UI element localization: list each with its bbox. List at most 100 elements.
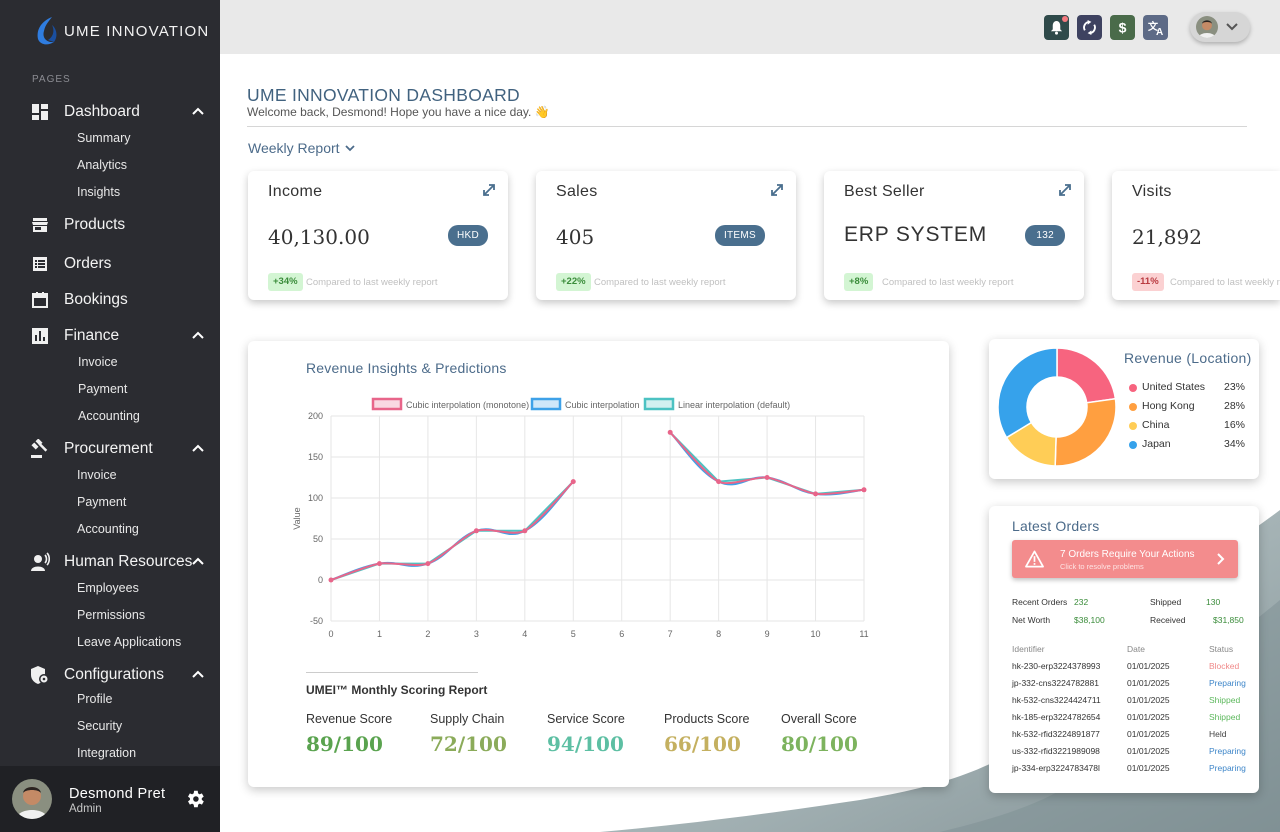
nav-procurement-payment[interactable]: Payment: [77, 495, 127, 509]
legend-dot: [1129, 422, 1137, 430]
order-status: Shipped: [1209, 712, 1241, 722]
legend-value: 16%: [1223, 419, 1245, 431]
nav-analytics[interactable]: Analytics: [77, 158, 128, 172]
sidebar: UME INNOVATION PAGES Dashboard Summary A…: [0, 0, 220, 832]
warning-icon: [1025, 550, 1044, 568]
nav-summary[interactable]: Summary: [77, 131, 131, 145]
svg-text:$: $: [1119, 20, 1127, 35]
nav-finance-payment[interactable]: Payment: [78, 382, 128, 396]
nav-profile[interactable]: Profile: [77, 692, 113, 706]
orders-alert-button[interactable]: 7 Orders Require Your Actions Click to r…: [1012, 540, 1238, 578]
svg-text:A: A: [1156, 27, 1163, 36]
y-tick-label: -50: [310, 616, 323, 626]
legend-label: Linear interpolation (default): [678, 400, 790, 410]
nav-finance-accounting[interactable]: Accounting: [78, 409, 140, 423]
data-point: [522, 528, 528, 534]
nav-configurations[interactable]: Configurations: [30, 663, 210, 687]
sync-icon: [1083, 20, 1096, 35]
kpi-value: 21,892: [1132, 225, 1202, 249]
chevron-up-icon[interactable]: [192, 443, 204, 455]
gear-icon[interactable]: [184, 788, 206, 810]
series-line: [330, 480, 574, 581]
y-tick-label: 0: [318, 575, 323, 585]
expand-icon[interactable]: [770, 183, 784, 197]
nav-dashboard[interactable]: Dashboard: [30, 100, 210, 124]
person-voice-icon: [30, 552, 50, 572]
chevron-up-icon[interactable]: [192, 669, 204, 681]
kpi-title: Best Seller: [844, 183, 925, 200]
nav-finance[interactable]: Finance: [30, 324, 210, 348]
nav-procurement-accounting[interactable]: Accounting: [77, 522, 139, 536]
avatar[interactable]: [12, 779, 52, 819]
legend-label: United States: [1142, 381, 1206, 393]
nav-finance-invoice[interactable]: Invoice: [78, 355, 118, 369]
notifications-button[interactable]: [1044, 15, 1069, 40]
order-date: 01/01/2025: [1127, 763, 1170, 773]
kpi-delta-badge: +34%: [268, 273, 303, 291]
legend-item: China 16%: [1129, 419, 1245, 433]
chevron-up-icon[interactable]: [192, 106, 204, 118]
chevron-up-icon[interactable]: [192, 330, 204, 342]
chevron-up-icon[interactable]: [192, 556, 204, 568]
alert-hint: Click to resolve problems: [1060, 562, 1144, 571]
nav-permissions[interactable]: Permissions: [77, 608, 146, 622]
legend-item: United States 23%: [1129, 381, 1245, 395]
expand-icon[interactable]: [1058, 183, 1072, 197]
alert-message: 7 Orders Require Your Actions: [1060, 549, 1195, 560]
nav-procurement-invoice[interactable]: Invoice: [77, 468, 117, 482]
nav-leave-applications[interactable]: Leave Applications: [77, 635, 182, 649]
stat-label: Shipped: [1150, 597, 1182, 607]
brand-name: UME INNOVATION: [64, 22, 210, 40]
expand-icon[interactable]: [482, 183, 496, 197]
store-icon: [30, 215, 50, 235]
pages-section-label: PAGES: [32, 74, 71, 85]
score-label: Supply Chain: [430, 712, 505, 726]
data-point: [716, 479, 722, 485]
nav-insights[interactable]: Insights: [77, 185, 121, 199]
report-period-label: Weekly Report: [248, 140, 340, 156]
nav-procurement-label: Procurement: [64, 440, 153, 457]
x-tick-label: 5: [571, 629, 576, 639]
gavel-icon: [30, 439, 50, 459]
x-tick-label: 2: [425, 629, 430, 639]
nav-procurement[interactable]: Procurement: [30, 437, 210, 461]
series-line: [330, 480, 574, 581]
nav-products-label: Products: [64, 216, 126, 233]
score-value: 80/100: [781, 732, 858, 756]
brand[interactable]: UME INNOVATION: [32, 14, 209, 48]
order-status: Preparing: [1209, 763, 1246, 773]
donut-slice: [1056, 347, 1117, 404]
x-tick-label: 8: [716, 629, 721, 639]
latest-orders-title: Latest Orders: [1012, 518, 1100, 534]
x-tick-label: 9: [765, 629, 770, 639]
data-point: [376, 561, 382, 567]
user-menu[interactable]: [1190, 12, 1250, 42]
score-value: 89/100: [306, 732, 383, 756]
nav-orders[interactable]: Orders: [30, 252, 210, 276]
nav-bookings[interactable]: Bookings: [30, 288, 210, 312]
nav-orders-label: Orders: [64, 255, 112, 272]
stat-recent-orders: Recent Orders 232: [1012, 597, 1112, 607]
stat-label: Net Worth: [1012, 615, 1051, 625]
stat-net-worth: Net Worth $38,100: [1012, 615, 1112, 625]
sync-button[interactable]: [1077, 15, 1102, 40]
order-id: jp-334-erp3224783478l: [1012, 763, 1100, 773]
report-period-select[interactable]: Weekly Report: [248, 140, 355, 156]
stat-value: $38,100: [1074, 615, 1105, 625]
legend-swatch: [643, 397, 675, 411]
stat-value: 232: [1074, 597, 1089, 607]
nav-employees[interactable]: Employees: [77, 581, 139, 595]
data-point: [813, 491, 819, 497]
nav-human-resources[interactable]: Human Resources: [30, 550, 210, 574]
nav-integration[interactable]: Integration: [77, 746, 137, 760]
page-subtitle: Welcome back, Desmond! Hope you have a n…: [247, 105, 550, 119]
order-id: hk-185-erp3224782654: [1012, 712, 1101, 722]
currency-button[interactable]: $: [1110, 15, 1135, 40]
nav-security[interactable]: Security: [77, 719, 123, 733]
score-divider: [306, 672, 478, 673]
nav-products[interactable]: Products: [30, 213, 210, 237]
data-point: [425, 561, 431, 567]
order-status: Preparing: [1209, 746, 1246, 756]
